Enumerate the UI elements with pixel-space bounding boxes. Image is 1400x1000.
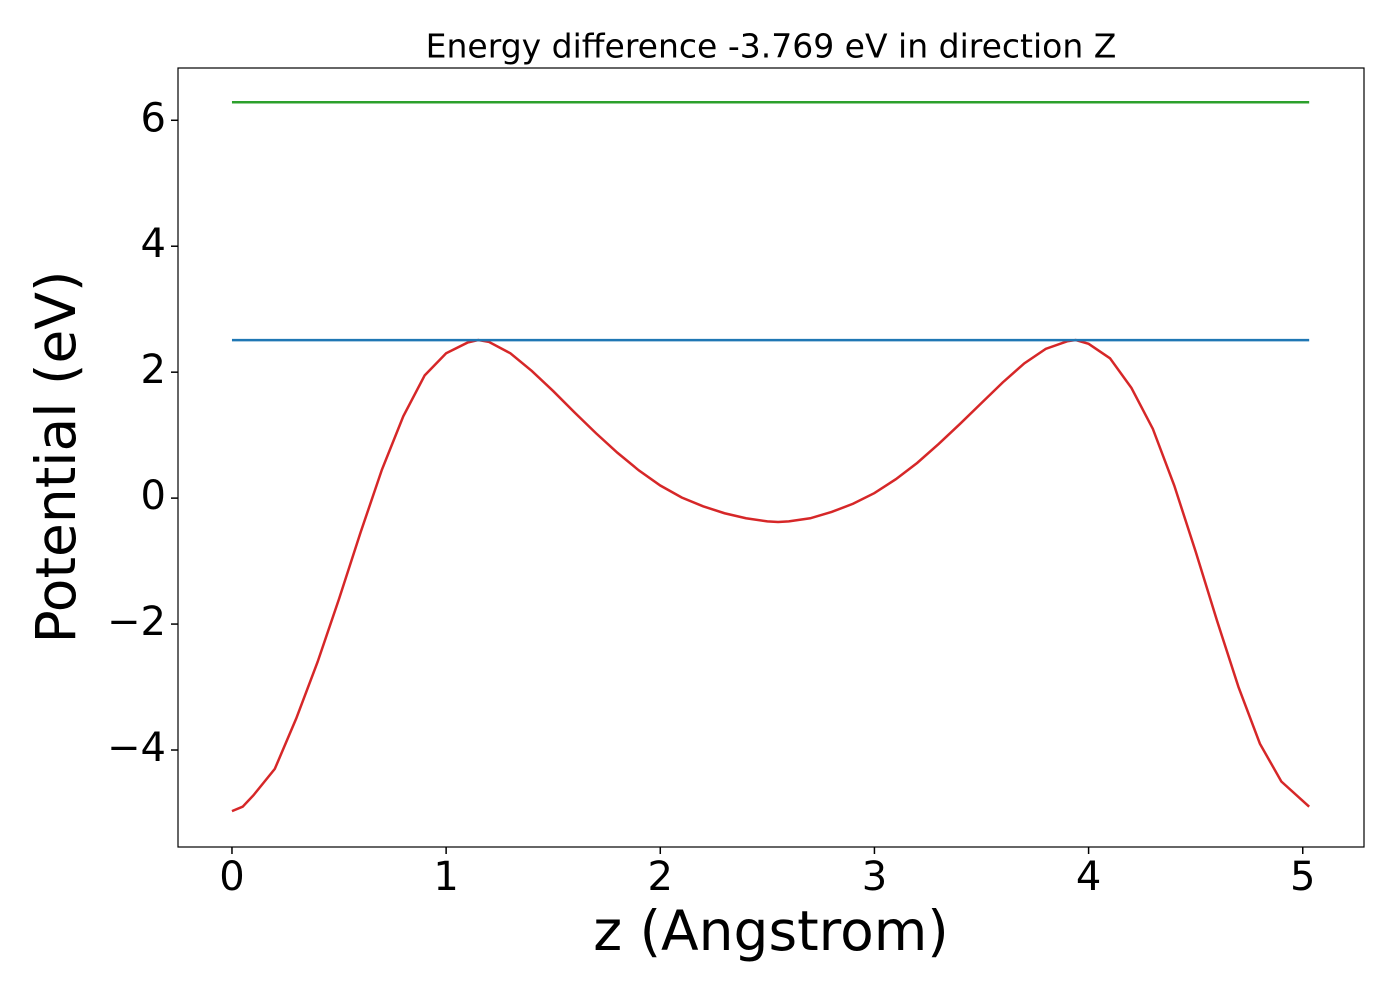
x-axis-label: z (Angstrom) <box>593 899 949 963</box>
y-axis-label: Potential (eV) <box>24 271 88 644</box>
y-tick-label: 0 <box>141 473 166 519</box>
y-tick-label: 6 <box>141 95 166 141</box>
y-tick-label: −4 <box>107 725 166 771</box>
x-tick-label: 2 <box>648 854 673 900</box>
y-tick-label: 2 <box>141 347 166 393</box>
y-tick-label: −2 <box>107 599 166 645</box>
x-tick-label: 1 <box>433 854 458 900</box>
x-tick-label: 5 <box>1290 854 1315 900</box>
series-line <box>231 338 1311 813</box>
x-tick-label: 3 <box>862 854 887 900</box>
chart-title: Energy difference -3.769 eV in direction… <box>426 27 1117 66</box>
y-tick-label: 4 <box>141 221 166 267</box>
x-tick-label: 4 <box>1076 854 1101 900</box>
plot-frame <box>177 67 1365 848</box>
x-tick-label: 0 <box>219 854 244 900</box>
